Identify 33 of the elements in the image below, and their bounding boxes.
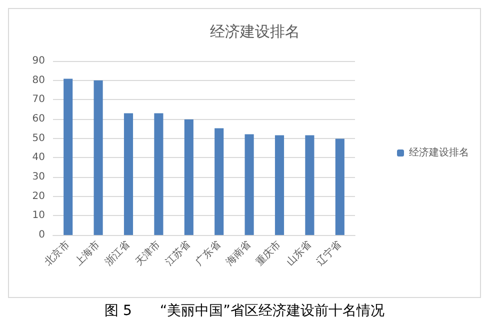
bar — [274, 135, 284, 235]
bar — [305, 135, 314, 235]
x-tick-label: 辽宁省 — [314, 238, 344, 268]
bar — [335, 138, 344, 235]
x-tick-label: 江苏省 — [163, 238, 193, 268]
y-tick-label: 80 — [32, 74, 45, 86]
chart-title: 经济建设排名 — [210, 22, 300, 40]
x-tick-label: 上海市 — [72, 238, 102, 268]
x-tick-label: 天津市 — [132, 238, 163, 268]
bar — [214, 128, 224, 235]
y-tick-label: 40 — [32, 152, 45, 164]
x-tick-label: 海南省 — [223, 238, 254, 268]
y-tick-label: 90 — [32, 56, 45, 66]
x-tick-label: 广东省 — [193, 238, 223, 268]
y-tick-label: 20 — [32, 190, 45, 202]
x-tick-label: 重庆市 — [254, 238, 284, 268]
bar — [124, 113, 134, 235]
x-tick-label: 浙江省 — [102, 238, 132, 268]
bar — [94, 80, 103, 235]
bar — [154, 113, 164, 235]
y-tick-label: 50 — [32, 132, 45, 144]
x-tick-label: 山东省 — [284, 238, 314, 268]
legend-label: 经济建设排名 — [409, 146, 469, 158]
y-tick-label: 60 — [32, 114, 45, 124]
caption: 图 5 “美丽中国”省区经济建设前十名情况 — [104, 302, 386, 320]
bar — [244, 134, 254, 235]
x-tick-label: 北京市 — [42, 238, 72, 268]
y-tick-label: 10 — [32, 210, 45, 222]
bar — [184, 119, 194, 235]
y-tick-label: 0 — [38, 230, 45, 240]
bar — [64, 78, 73, 235]
y-tick-label: 70 — [32, 94, 45, 106]
y-tick-label: 30 — [32, 172, 45, 182]
